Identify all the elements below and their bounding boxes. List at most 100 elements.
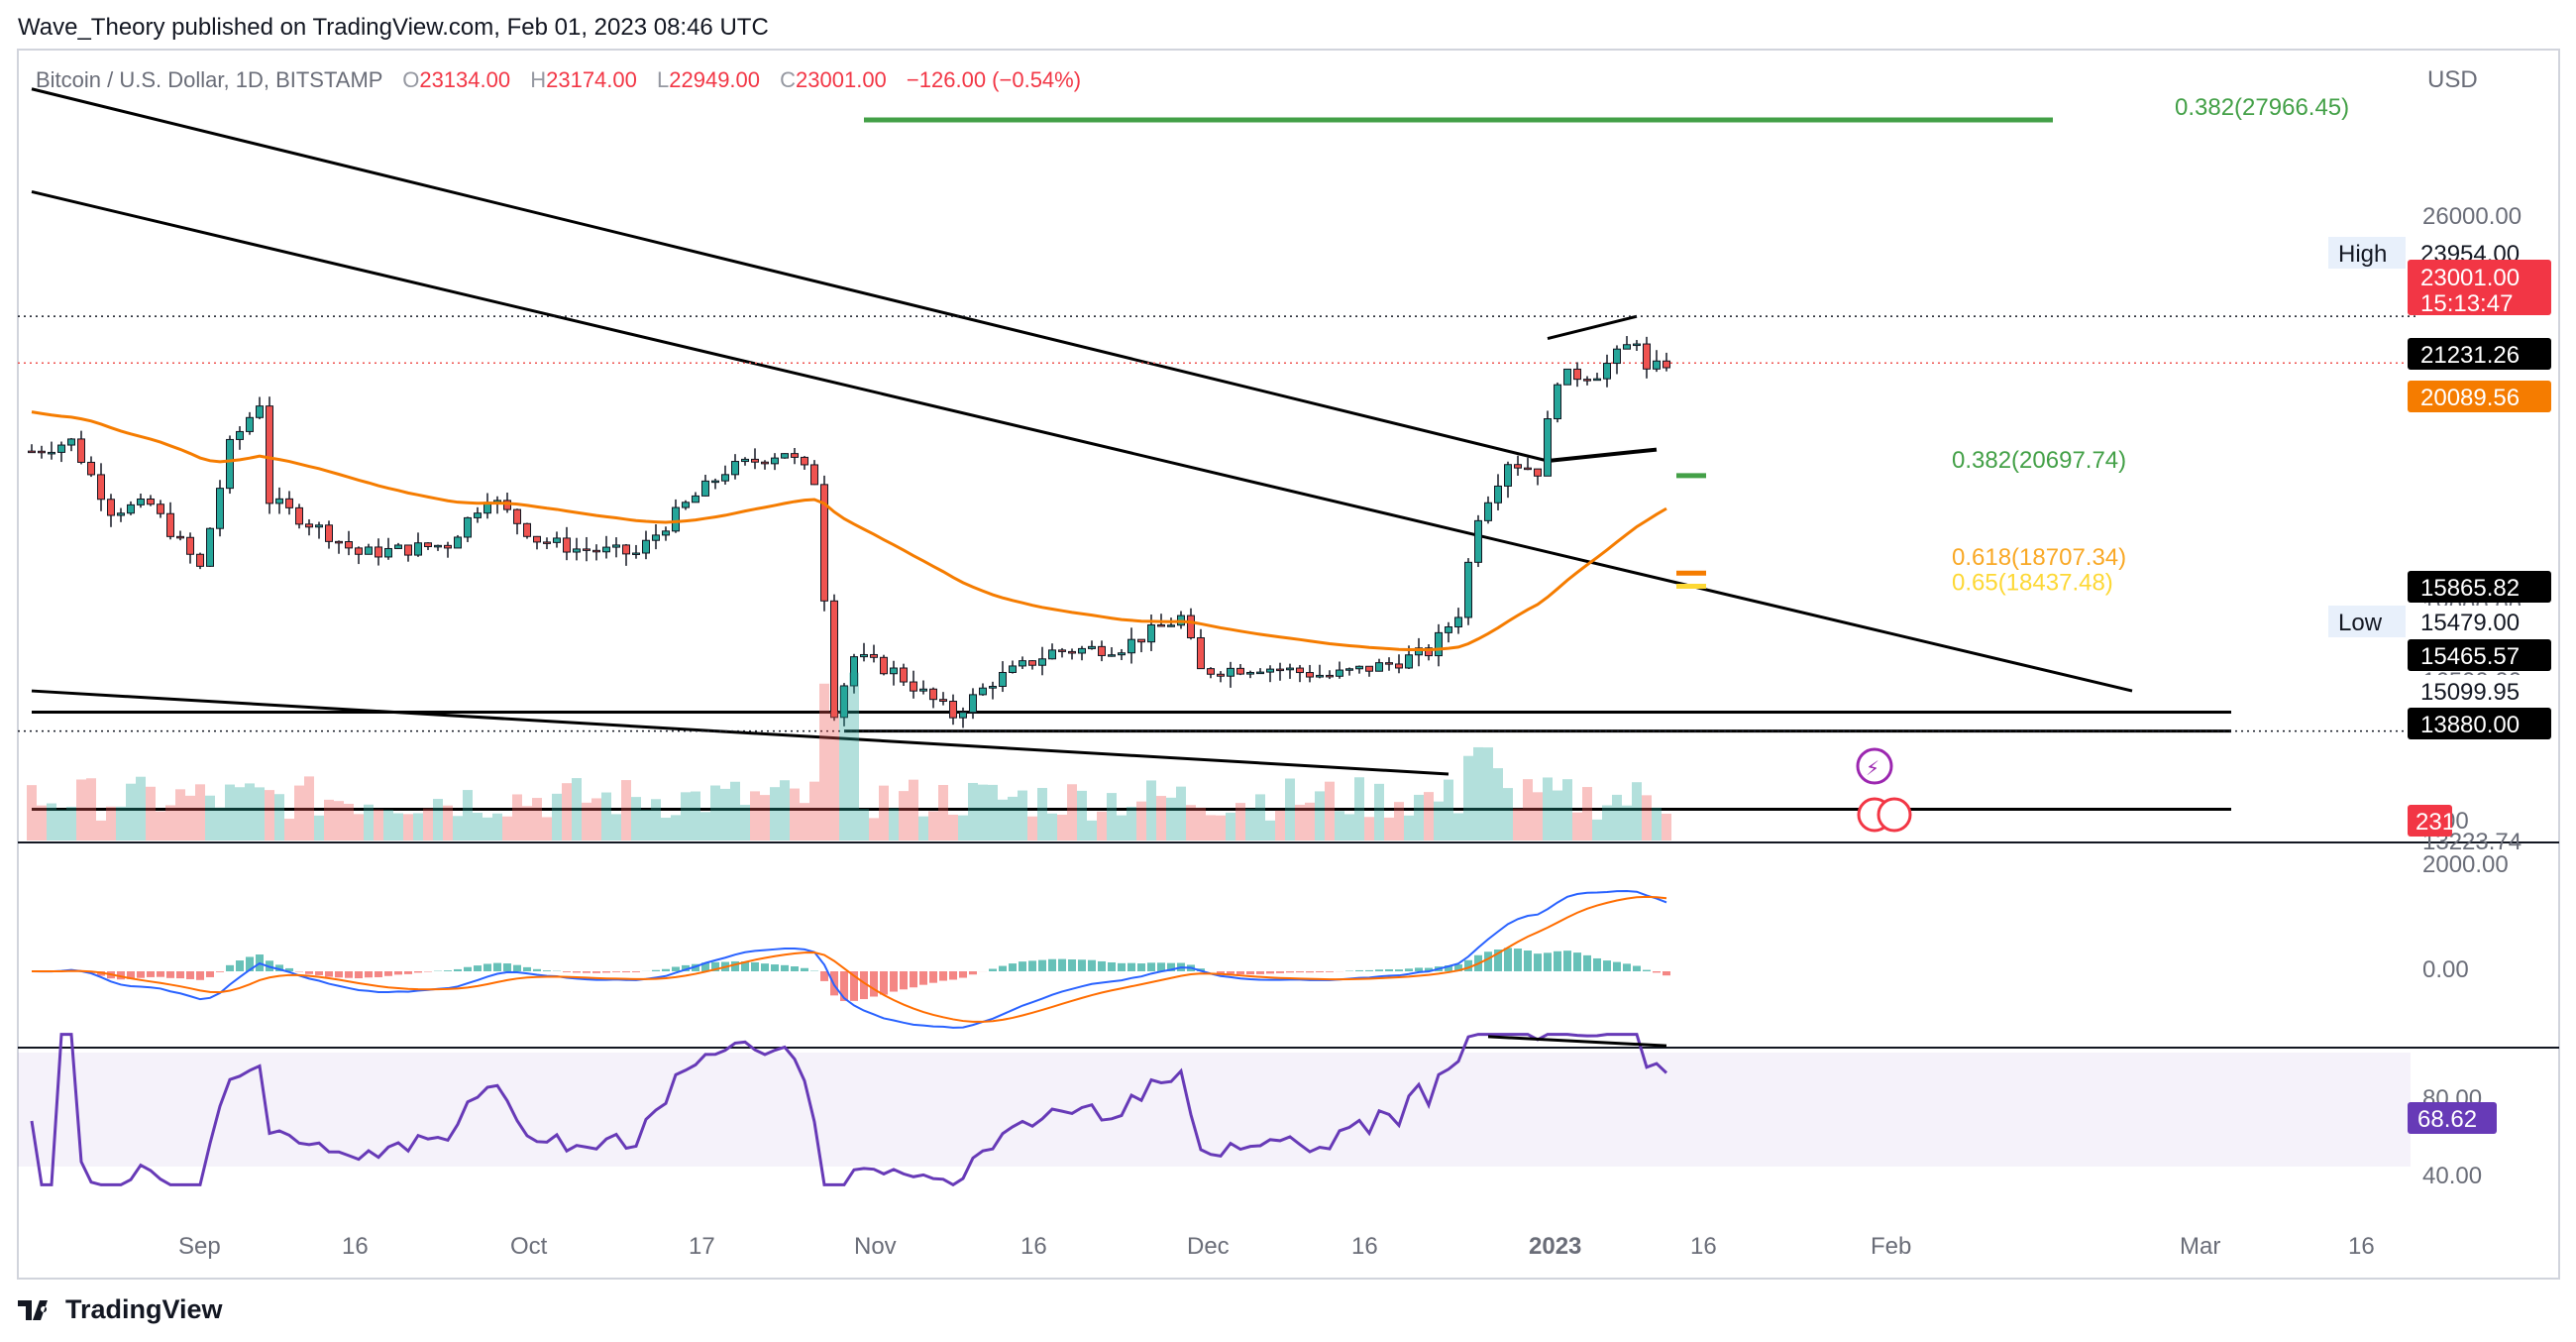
macd-histogram-bar	[1236, 971, 1244, 975]
volume-bar	[1077, 790, 1087, 840]
volume-bar	[1612, 794, 1622, 840]
time-axis[interactable]: Sep 16 Oct 17 Nov 16 Dec 16 2023 16 Feb Mar 16	[178, 1233, 2375, 1260]
volume-bar	[681, 792, 691, 840]
volume-bar	[1235, 803, 1245, 840]
candle	[236, 430, 244, 440]
macd-histogram-bar	[1425, 967, 1433, 971]
volume-bar	[889, 808, 899, 840]
volume-bar	[334, 801, 344, 840]
candle	[989, 685, 997, 689]
volume-bar	[1335, 811, 1344, 840]
fib-label-618: 0.618(18707.34)	[1952, 544, 2126, 571]
candle	[1246, 671, 1254, 675]
open-key: O	[402, 67, 420, 92]
macd-histogram-bar	[1663, 971, 1670, 976]
candle	[38, 450, 46, 454]
macd-histogram-bar	[147, 971, 155, 977]
candle	[107, 499, 115, 516]
candle	[67, 438, 75, 446]
volume-bar	[1483, 747, 1493, 840]
volume-bar	[909, 779, 918, 840]
volume-bar	[56, 809, 66, 840]
macd-histogram-bar	[840, 971, 848, 1001]
volume-bar	[1394, 802, 1404, 840]
macd-histogram-bar	[325, 971, 333, 977]
macd-histogram-bar	[1385, 968, 1393, 971]
candle	[1415, 647, 1423, 656]
candle	[781, 453, 789, 459]
candle	[1207, 668, 1215, 675]
volume-bar	[750, 791, 760, 840]
macd-histogram-bar	[1494, 950, 1502, 971]
macd-histogram-bar	[1078, 959, 1086, 971]
macd-histogram-bar	[444, 970, 452, 971]
volume-bar	[126, 783, 136, 840]
candle	[543, 541, 551, 544]
volume-bar	[1275, 810, 1285, 840]
macd-histogram-bar	[890, 971, 898, 992]
candle	[870, 653, 878, 658]
candle	[939, 699, 947, 703]
volume-bar	[473, 813, 483, 840]
candle	[275, 498, 283, 504]
price-tag: Low	[2338, 610, 2383, 636]
price-badge-value: 23001.00	[2420, 265, 2520, 291]
symbol-label[interactable]: Bitcoin / U.S. Dollar, 1D, BITSTAMP	[36, 67, 383, 92]
macd-histogram-bar	[612, 971, 620, 972]
volume-bar	[453, 816, 463, 840]
candle	[1118, 652, 1126, 656]
macd-histogram-bar	[929, 971, 937, 983]
candle	[474, 512, 482, 518]
volume-bar	[572, 778, 582, 840]
candle	[751, 458, 759, 463]
macd-histogram-bar	[166, 971, 174, 978]
channel-lower-line	[31, 689, 1449, 776]
volume-bar	[1622, 805, 1632, 840]
volume-bar	[552, 793, 562, 840]
volume-bar	[1206, 815, 1216, 840]
candle	[137, 498, 145, 505]
volume-bar	[156, 811, 165, 840]
volume-bar	[502, 816, 512, 840]
volume-bar	[1553, 790, 1562, 840]
volume-bar	[611, 814, 621, 840]
macd-histogram-bar	[1643, 969, 1651, 971]
candle	[1445, 626, 1452, 633]
volume-bar	[66, 806, 76, 840]
candle	[573, 548, 581, 553]
macd-histogram-bar	[781, 964, 789, 971]
candle	[632, 552, 640, 555]
macd-histogram-bar	[493, 962, 501, 971]
candle	[1563, 368, 1571, 386]
volume-bar	[1533, 792, 1543, 840]
macd-histogram-bar	[1653, 971, 1661, 973]
macd-histogram-bar	[1514, 949, 1522, 971]
candle	[375, 546, 382, 558]
macd-histogram-bar	[1395, 969, 1403, 971]
candle	[285, 498, 293, 508]
tradingview-logo[interactable]: TradingView	[18, 1294, 223, 1325]
volume-bar	[1354, 777, 1364, 840]
candle	[979, 687, 987, 696]
candle	[434, 544, 442, 548]
candle	[1088, 645, 1096, 649]
volume-bar	[710, 785, 720, 840]
macd-histogram-bar	[682, 964, 690, 971]
candle	[325, 524, 333, 542]
candle	[672, 506, 680, 532]
volume-bar	[1572, 812, 1582, 840]
volume-bar	[651, 799, 661, 840]
macd-histogram-bar	[1454, 964, 1462, 971]
volume-bar	[1503, 788, 1513, 840]
price-tick-label: 26000.00	[2422, 203, 2522, 230]
macd-histogram-bar	[1266, 971, 1274, 974]
macd-histogram-bar	[1286, 971, 1294, 973]
time-tick-label: Nov	[854, 1233, 897, 1260]
volume-bar	[195, 784, 205, 840]
candle	[622, 544, 630, 555]
candle	[1405, 654, 1413, 669]
candle	[414, 542, 422, 556]
price-axis[interactable]: USD26000.0018000.0016500.0013223.7423954…	[2328, 66, 2551, 1189]
volume-bar	[1642, 795, 1652, 840]
